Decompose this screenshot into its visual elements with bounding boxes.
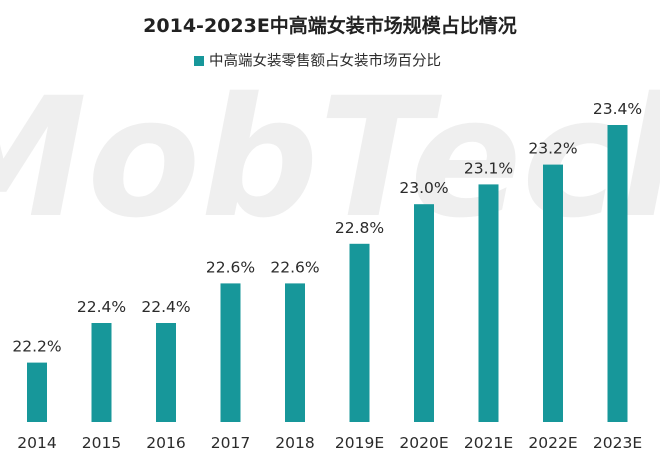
- data-label-2017: 22.6%: [206, 258, 255, 276]
- bar-2014: [27, 362, 47, 422]
- bar-2017: [220, 283, 241, 422]
- x-axis-label-2020E: 2020E: [399, 434, 448, 452]
- data-label-2015: 22.4%: [77, 298, 126, 316]
- x-axis-label-2021E: 2021E: [464, 434, 513, 452]
- x-axis-label-2015: 2015: [82, 434, 121, 452]
- bar-2019E: [349, 243, 370, 422]
- x-axis-label-2017: 2017: [211, 434, 250, 452]
- bar-2020E: [414, 204, 434, 422]
- bar-2023E: [607, 125, 628, 422]
- x-axis-label-2023E: 2023E: [593, 434, 642, 452]
- data-label-2016: 22.4%: [141, 298, 190, 316]
- data-label-2019E: 22.8%: [335, 219, 384, 237]
- x-axis-label-2014: 2014: [17, 434, 56, 452]
- legend-label: 中高端女装零售额占女装市场百分比: [209, 52, 441, 70]
- x-axis-label-2018: 2018: [275, 434, 314, 452]
- plot-area: 22.2% 2014 22.4% 2015 22.4% 2016 22.6% 2017 22.6…: [12, 100, 642, 452]
- bar-2015: [91, 323, 112, 422]
- data-label-2023E: 23.4%: [593, 100, 642, 118]
- bar-2021E: [478, 184, 499, 422]
- x-axis-label-2022E: 2022E: [528, 434, 577, 452]
- data-label-2021E: 23.1%: [464, 159, 513, 177]
- bar-2022E: [543, 164, 563, 422]
- data-label-2020E: 23.0%: [399, 179, 448, 197]
- data-label-2018: 22.6%: [270, 258, 319, 276]
- legend-swatch: [194, 56, 204, 66]
- legend: 中高端女装零售额占女装市场百分比: [194, 52, 441, 70]
- bar-2016: [156, 323, 176, 422]
- data-label-2014: 22.2%: [12, 338, 61, 356]
- data-label-2022E: 23.2%: [528, 140, 577, 158]
- x-axis-label-2016: 2016: [146, 434, 185, 452]
- x-axis-label-2019E: 2019E: [335, 434, 384, 452]
- bar-2018: [285, 283, 305, 422]
- chart-title: 2014-2023E中高端女装市场规模占比情况: [143, 14, 517, 37]
